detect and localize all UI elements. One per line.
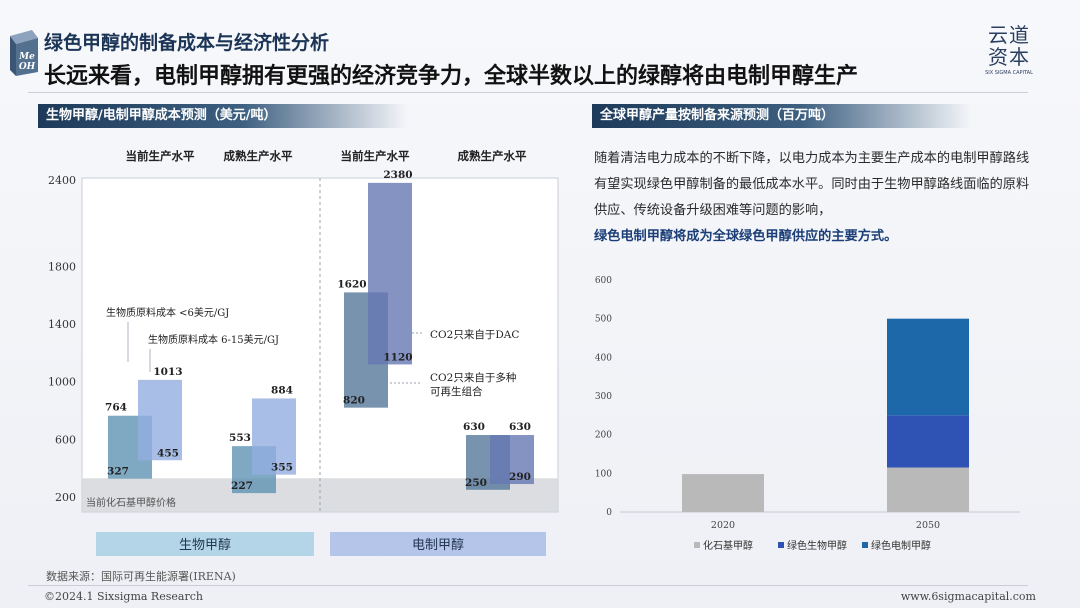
cost-range-bar bbox=[252, 398, 296, 475]
y-tick-label: 100 bbox=[595, 469, 612, 479]
column-header: 当前生产水平 bbox=[126, 149, 195, 163]
range-low-label: 327 bbox=[107, 466, 129, 478]
legend-item: 化石基甲醇 bbox=[694, 539, 753, 552]
y-tick-label: 1400 bbox=[48, 318, 76, 331]
svg-text:OH: OH bbox=[19, 62, 36, 72]
range-low-label: 250 bbox=[465, 477, 487, 489]
stacked-bar-segment bbox=[887, 318, 969, 416]
right-section-title: 全球甲醇产量按制备来源预测（百万吨） bbox=[592, 104, 972, 128]
y-tick-label: 1000 bbox=[48, 376, 76, 389]
range-high-label: 1620 bbox=[337, 278, 366, 290]
annotation-label: 生物质原料成本 6-15美元/GJ bbox=[148, 333, 279, 346]
cost-range-chart: 200 600 1000 1400 1800 2400 当前化石基甲醇价格 当前生产水平 成熟生… bbox=[48, 149, 559, 556]
cost-range-bar bbox=[138, 379, 182, 461]
range-low-label: 455 bbox=[157, 447, 179, 459]
column-header: 成熟生产水平 bbox=[458, 149, 527, 163]
stacked-bar-segment bbox=[682, 474, 764, 512]
brand-logo: 云道 资本 SIX SIGMA CAPITAL bbox=[978, 24, 1040, 76]
legend-item: 绿色生物甲醇 bbox=[778, 539, 847, 552]
annotation-label: CO2只来自于多种 bbox=[430, 371, 516, 384]
range-high-label: 630 bbox=[463, 421, 485, 433]
description-text: 随着清洁电力成本的不断下降，以电力成本为主要生产成本的电制甲醇路线有望实现绿色甲… bbox=[594, 151, 1030, 218]
x-tick-label: 2020 bbox=[711, 520, 735, 531]
description-highlight: 绿色电制甲醇将成为全球绿色甲醇供应的主要方式。 bbox=[594, 229, 898, 244]
page-subtitle: 长远来看，电制甲醇拥有更强的经济竞争力，全球半数以上的绿醇将由电制甲醇生产 bbox=[44, 63, 859, 89]
column-header: 当前生产水平 bbox=[341, 149, 410, 163]
range-high-label: 1013 bbox=[153, 366, 182, 378]
group-label-e: 电制甲醇 bbox=[330, 532, 546, 556]
production-stacked-chart: 0 100 200 300 400 500 600 2020 2050 化石基甲醇 绿色生物甲醇 绿色… bbox=[595, 276, 1020, 552]
range-low-label: 1120 bbox=[383, 351, 412, 363]
legend-item: 绿色电制甲醇 bbox=[862, 539, 931, 552]
svg-text:绿色电制甲醇: 绿色电制甲醇 bbox=[871, 539, 931, 552]
website-link[interactable]: www.6sigmacapital.com bbox=[900, 590, 1036, 603]
footer-divider bbox=[28, 585, 1028, 586]
copyright: ©2024.1 Sixsigma Research bbox=[44, 590, 203, 603]
y-tick-label: 300 bbox=[595, 392, 612, 402]
description: 随着清洁电力成本的不断下降，以电力成本为主要生产成本的电制甲醇路线有望实现绿色甲… bbox=[594, 146, 1042, 250]
left-section-title: 生物甲醇/电制甲醇成本预测（美元/吨） bbox=[38, 104, 408, 128]
y-tick-label: 1800 bbox=[48, 260, 76, 273]
range-high-label: 2380 bbox=[383, 169, 412, 181]
stacked-bar-segment bbox=[887, 467, 969, 512]
brand-name-cn: 云道 资本 bbox=[988, 23, 1030, 69]
brand-name-en: SIX SIGMA CAPITAL bbox=[985, 70, 1033, 76]
title-divider bbox=[28, 92, 1028, 93]
fossil-price-label: 当前化石基甲醇价格 bbox=[86, 496, 176, 509]
svg-text:电制甲醇: 电制甲醇 bbox=[412, 537, 464, 553]
range-high-label: 630 bbox=[509, 421, 531, 433]
x-tick-label: 2050 bbox=[916, 520, 940, 531]
range-low-label: 290 bbox=[509, 471, 531, 483]
annotation-label: 可再生组合 bbox=[430, 385, 483, 398]
y-tick-label: 0 bbox=[606, 508, 612, 518]
y-tick-label: 600 bbox=[595, 276, 612, 286]
annotation-label: CO2只来自于DAC bbox=[430, 328, 519, 341]
range-low-label: 355 bbox=[271, 462, 293, 474]
stacked-bar-segment bbox=[887, 415, 969, 468]
cost-range-bar bbox=[490, 435, 534, 485]
y-tick-label: 200 bbox=[595, 431, 612, 441]
range-high-label: 553 bbox=[229, 432, 251, 444]
y-tick-label: 2400 bbox=[48, 174, 76, 187]
y-tick-label: 400 bbox=[595, 353, 612, 363]
y-tick-label: 500 bbox=[595, 315, 612, 325]
y-tick-label: 200 bbox=[55, 491, 76, 504]
cost-range-bar bbox=[368, 182, 412, 365]
data-source: 数据来源：国际可再生能源署(IRENA) bbox=[46, 570, 236, 583]
range-high-label: 884 bbox=[271, 384, 293, 396]
group-label-bio: 生物甲醇 bbox=[96, 532, 314, 556]
svg-text:化石基甲醇: 化石基甲醇 bbox=[703, 539, 753, 552]
annotation-label: 生物质原料成本 <6美元/GJ bbox=[106, 306, 229, 319]
svg-text:生物甲醇: 生物甲醇 bbox=[179, 537, 231, 553]
range-low-label: 820 bbox=[343, 395, 365, 407]
methanol-cube-logo: Me OH bbox=[10, 30, 38, 76]
svg-text:绿色生物甲醇: 绿色生物甲醇 bbox=[787, 539, 847, 552]
y-tick-label: 600 bbox=[55, 433, 76, 446]
page-title: 绿色甲醇的制备成本与经济性分析 bbox=[44, 32, 330, 54]
column-header: 成熟生产水平 bbox=[224, 149, 293, 163]
range-high-label: 764 bbox=[105, 402, 127, 414]
cube-label: Me bbox=[18, 52, 35, 62]
range-low-label: 227 bbox=[231, 480, 253, 492]
